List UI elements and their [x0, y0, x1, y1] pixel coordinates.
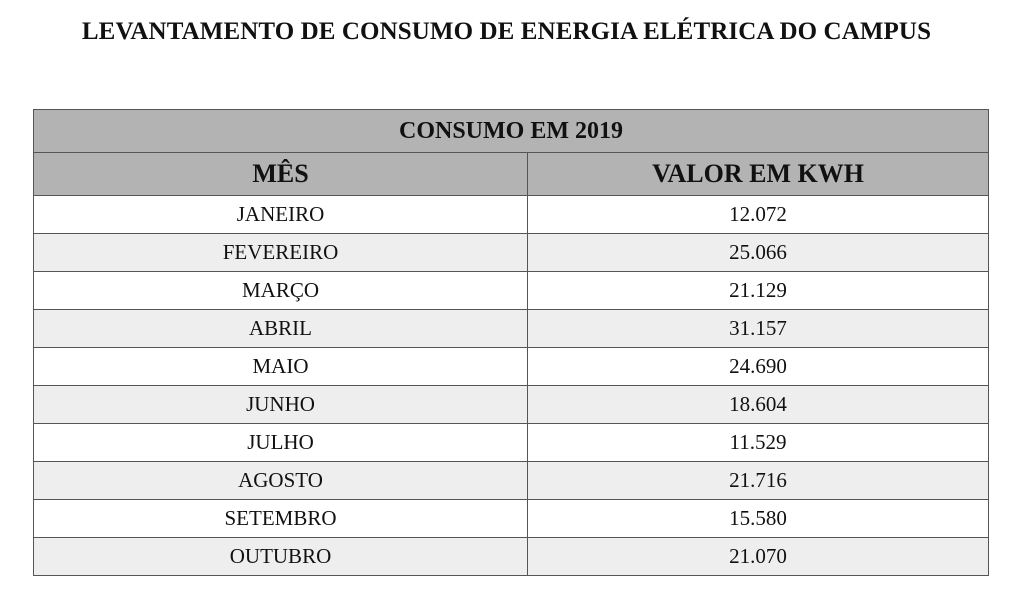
column-header-value: VALOR EM KWH [527, 152, 989, 196]
month-cell: JUNHO [33, 385, 528, 424]
month-cell: MARÇO [33, 271, 528, 310]
table-row: FEVEREIRO 25.066 [33, 233, 989, 272]
value-cell: 24.690 [527, 347, 989, 386]
value-cell: 25.066 [527, 233, 989, 272]
table-row: AGOSTO 21.716 [33, 461, 989, 500]
month-cell: SETEMBRO [33, 499, 528, 538]
month-cell: FEVEREIRO [33, 233, 528, 272]
value-cell: 18.604 [527, 385, 989, 424]
value-cell: 12.072 [527, 195, 989, 234]
table-row: JANEIRO 12.072 [33, 195, 989, 234]
value-cell: 21.070 [527, 537, 989, 576]
month-cell: JULHO [33, 423, 528, 462]
table-row: JUNHO 18.604 [33, 385, 989, 424]
month-cell: MAIO [33, 347, 528, 386]
table-row: MARÇO 21.129 [33, 271, 989, 310]
month-cell: ABRIL [33, 309, 528, 348]
month-cell: OUTUBRO [33, 537, 528, 576]
consumption-table: CONSUMO EM 2019 MÊS VALOR EM KWH JANEIRO… [33, 109, 989, 576]
table-row: OUTUBRO 21.070 [33, 537, 989, 576]
table-row: JULHO 11.529 [33, 423, 989, 462]
month-cell: AGOSTO [33, 461, 528, 500]
table-row: SETEMBRO 15.580 [33, 499, 989, 538]
value-cell: 31.157 [527, 309, 989, 348]
value-cell: 11.529 [527, 423, 989, 462]
table-row: ABRIL 31.157 [33, 309, 989, 348]
table-row: MAIO 24.690 [33, 347, 989, 386]
month-cell: JANEIRO [33, 195, 528, 234]
table-caption: CONSUMO EM 2019 [33, 109, 989, 153]
page-title: LEVANTAMENTO DE CONSUMO DE ENERGIA ELÉTR… [81, 18, 932, 45]
value-cell: 15.580 [527, 499, 989, 538]
column-header-month: MÊS [33, 152, 528, 196]
value-cell: 21.716 [527, 461, 989, 500]
value-cell: 21.129 [527, 271, 989, 310]
